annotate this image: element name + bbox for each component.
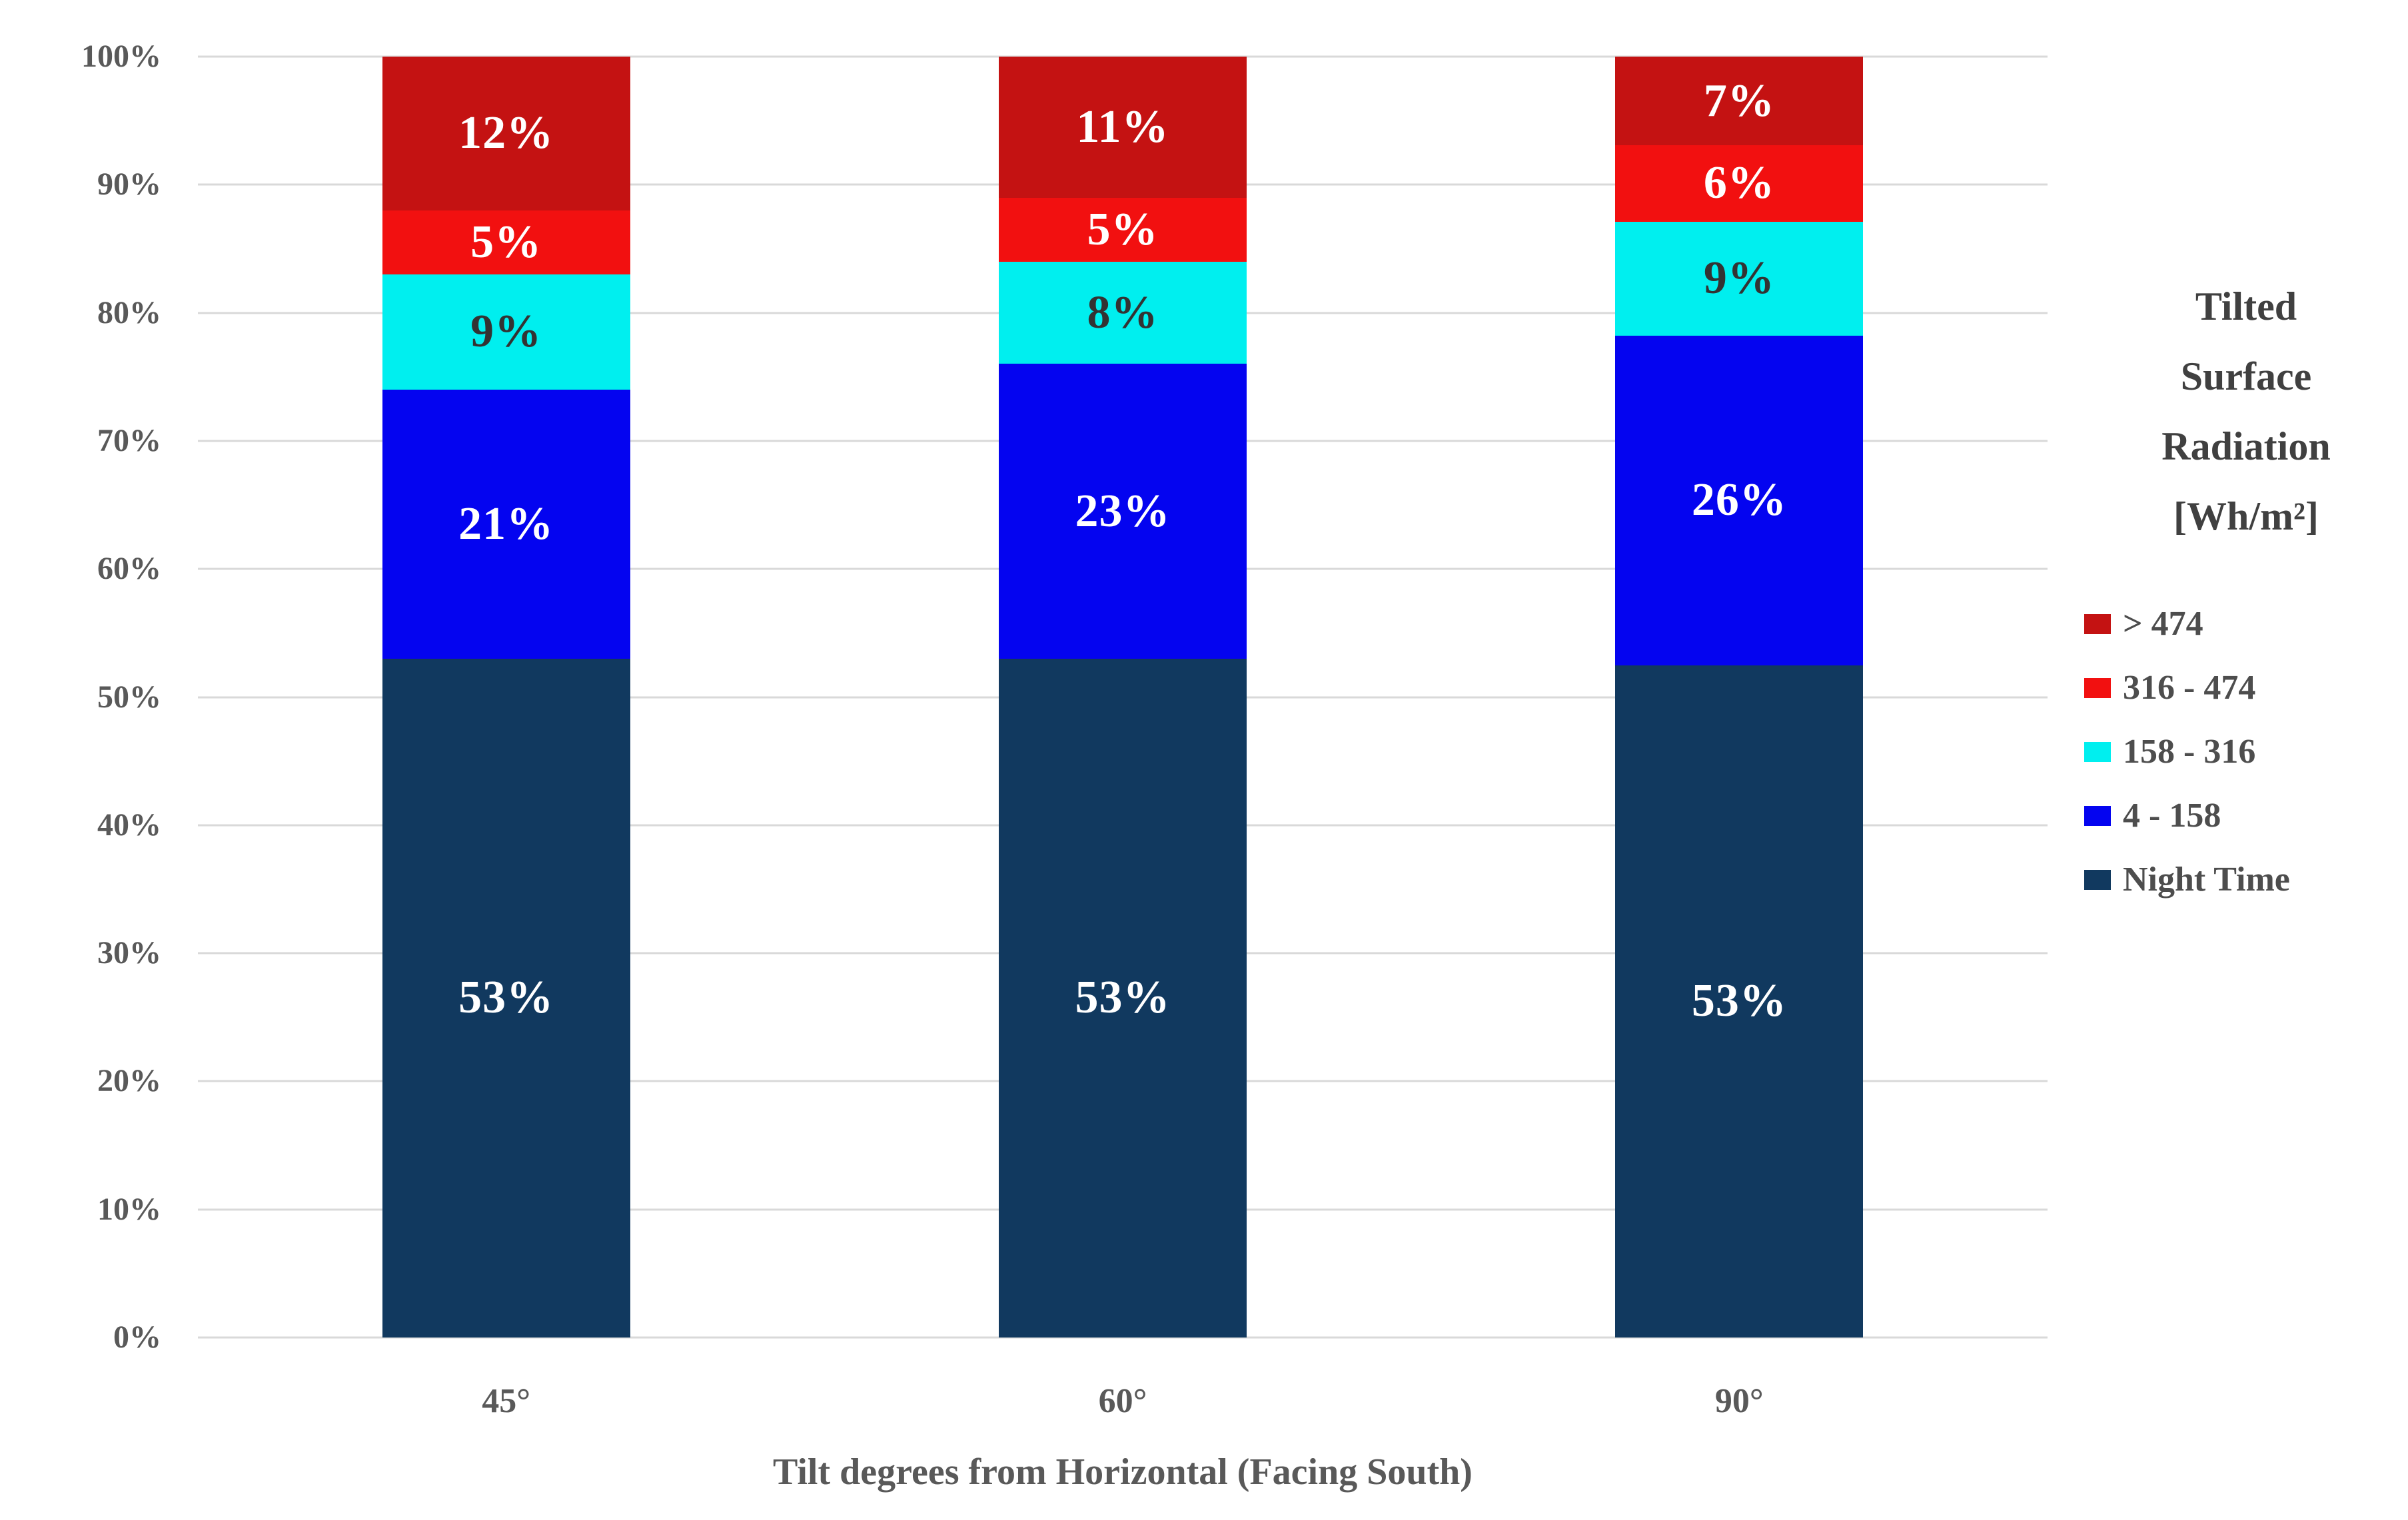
- y-axis-tick-label: 100%: [81, 39, 161, 74]
- legend-item: 316 - 474: [2084, 670, 2408, 706]
- y-axis-tick-label: 50%: [97, 679, 161, 715]
- legend-item: > 474: [2084, 606, 2408, 642]
- y-axis-tick-label: 60%: [97, 551, 161, 587]
- bar-segment-label: 21%: [458, 498, 554, 550]
- plot-area: 12% 5% 9% 21% 53% 11% 5% 8% 23% 53% 7% 6% 9% 26% 53%: [198, 55, 2048, 1339]
- bar-segment: 53%: [999, 658, 1247, 1337]
- bar-column: 12% 5% 9% 21% 53%: [382, 57, 630, 1337]
- bar-segment: 6%: [1615, 145, 1864, 222]
- bar-segment: 8%: [999, 261, 1247, 364]
- x-axis-title: Tilt degrees from Horizontal (Facing Sou…: [773, 1451, 1473, 1493]
- legend-item: Night Time: [2084, 862, 2408, 898]
- y-axis-tick-label: 30%: [97, 935, 161, 971]
- legend-item: 4 - 158: [2084, 798, 2408, 834]
- bar-segment-label: 53%: [1691, 975, 1787, 1027]
- bar-segment-label: 9%: [1703, 252, 1775, 304]
- y-axis-tick-label: 0%: [113, 1320, 161, 1355]
- x-axis-category-label: 45°: [482, 1382, 531, 1420]
- legend-item: 158 - 316: [2084, 734, 2408, 770]
- bar-segment-label: 6%: [1703, 157, 1775, 209]
- legend-item-label: 316 - 474: [2123, 669, 2256, 707]
- legend-title-line: [Wh/m²]: [2173, 494, 2319, 538]
- bar-segment: 9%: [1615, 221, 1864, 336]
- x-axis: 45° 60° 90°: [198, 1384, 2048, 1437]
- legend-swatch-icon: [2084, 870, 2111, 890]
- legend-swatch-icon: [2084, 806, 2111, 826]
- legend-title-line: Surface: [2180, 354, 2312, 398]
- legend-item-label: 158 - 316: [2123, 733, 2256, 771]
- bar-segment-label: 26%: [1691, 474, 1787, 526]
- bar-segment-label: 8%: [1087, 286, 1159, 338]
- bar-segment-label: 11%: [1076, 101, 1169, 153]
- legend-swatch-icon: [2084, 742, 2111, 762]
- bar-segment-label: 23%: [1075, 485, 1171, 537]
- legend-item-label: > 474: [2123, 605, 2203, 643]
- legend: Tilted Surface Radiation [Wh/m²] > 474 316 -…: [2084, 272, 2408, 898]
- bar-segment-label: 5%: [1087, 203, 1159, 255]
- gridline: [198, 1336, 2048, 1339]
- bar-segment: 9%: [382, 274, 630, 390]
- y-axis-tick-label: 10%: [97, 1191, 161, 1227]
- bar-segment: 53%: [1615, 665, 1864, 1337]
- bar-segment-label: 5%: [470, 216, 542, 268]
- x-axis-category-label: 60°: [1098, 1382, 1147, 1420]
- legend-item-label: 4 - 158: [2123, 797, 2221, 835]
- bar-segment: 53%: [382, 658, 630, 1337]
- bar-segment: 21%: [382, 389, 630, 659]
- legend-title-line: Tilted: [2195, 284, 2297, 328]
- y-axis-tick-label: 40%: [97, 807, 161, 843]
- legend-items: > 474 316 - 474 158 - 316 4 - 158 Night Time: [2084, 606, 2408, 898]
- bar-segment-label: 7%: [1703, 75, 1775, 127]
- bar-segment-label: 53%: [458, 972, 554, 1024]
- bar-segment: 5%: [382, 210, 630, 274]
- bar-segment-label: 9%: [470, 306, 542, 358]
- bar-segment: 7%: [1615, 57, 1864, 146]
- bar-column: 7% 6% 9% 26% 53%: [1615, 57, 1864, 1337]
- bar-segment: 23%: [999, 364, 1247, 659]
- y-axis-tick-label: 70%: [97, 422, 161, 458]
- legend-title-line: Radiation: [2161, 424, 2331, 468]
- legend-item-label: Night Time: [2123, 861, 2290, 899]
- y-axis-tick-label: 80%: [97, 294, 161, 330]
- bar-segment: 12%: [382, 57, 630, 210]
- bar-column: 11% 5% 8% 23% 53%: [999, 57, 1247, 1337]
- bar-segment: 5%: [999, 197, 1247, 262]
- legend-title: Tilted Surface Radiation [Wh/m²]: [2084, 272, 2408, 552]
- y-axis-tick-label: 20%: [97, 1063, 161, 1099]
- legend-swatch-icon: [2084, 614, 2111, 634]
- bar-segment: 26%: [1615, 335, 1864, 665]
- bar-segment: 11%: [999, 57, 1247, 198]
- bar-segment-label: 53%: [1075, 972, 1171, 1024]
- y-axis-tick-label: 90%: [97, 167, 161, 202]
- legend-swatch-icon: [2084, 678, 2111, 698]
- y-axis: 0% 10% 20% 30% 40% 50% 60% 70% 80% 90% 100%: [0, 41, 161, 1353]
- bar-segment-label: 12%: [458, 107, 554, 159]
- x-axis-category-label: 90°: [1714, 1382, 1764, 1420]
